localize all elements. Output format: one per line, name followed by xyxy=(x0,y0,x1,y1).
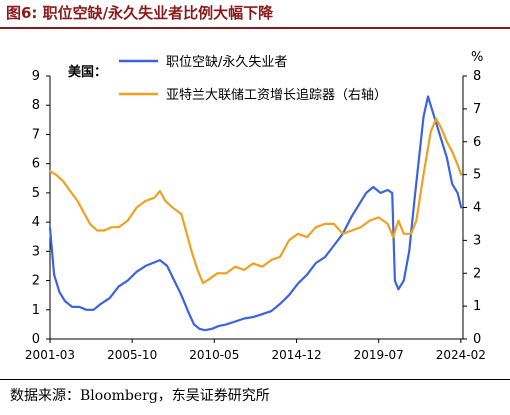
x-tick-label: 2024-02 xyxy=(436,348,486,362)
page-title: 图6: 职位空缺/永久失业者比例大幅下降 xyxy=(6,4,274,22)
left-tick-label: 2 xyxy=(32,274,40,289)
left-tick-label: 9 xyxy=(32,69,40,84)
right-tick-label: 1 xyxy=(473,299,481,314)
series-line-wage-tracker xyxy=(48,117,463,285)
left-tick-label: 6 xyxy=(32,157,40,172)
legend-label: 亚特兰大联储工资增长追踪器（右轴） xyxy=(166,87,387,103)
x-tick-label: 2005-10 xyxy=(107,348,157,362)
x-tick-label: 2010-05 xyxy=(189,348,239,362)
region-label: 美国： xyxy=(68,64,107,80)
x-tick-label: 2019-07 xyxy=(354,348,404,362)
right-tick-label: 3 xyxy=(473,233,481,248)
right-tick-label: 5 xyxy=(473,168,481,183)
legend-label: 职位空缺/永久失业者 xyxy=(166,55,287,70)
source-divider xyxy=(0,379,510,380)
title-divider xyxy=(0,27,510,29)
series-line-vacancy-ratio xyxy=(48,95,463,332)
right-tick-label: 8 xyxy=(473,69,481,84)
line-chart: 0 1 2 3 4 5 6 7 8 9 0 1 2 3 4 5 6 7 8% 2001-03 2005-10 2010-0… xyxy=(25,50,486,362)
right-tick-label: 2 xyxy=(473,266,481,281)
x-tick-label: 2001-03 xyxy=(25,348,75,362)
right-tick-label: 4 xyxy=(473,201,481,216)
left-tick-label: 5 xyxy=(32,186,40,201)
left-tick-label: 8 xyxy=(32,98,40,113)
right-tick-label: 7 xyxy=(473,102,481,117)
source-note: 数据来源：Bloomberg，东吴证券研究所 xyxy=(10,388,270,404)
left-tick-label: 4 xyxy=(32,215,40,230)
right-axis-unit: % xyxy=(471,50,483,65)
right-tick-label: 0 xyxy=(473,332,481,347)
series-lines xyxy=(48,95,463,332)
x-tick-label: 2014-12 xyxy=(272,348,322,362)
left-tick-label: 3 xyxy=(32,244,40,259)
right-tick-label: 6 xyxy=(473,135,481,150)
left-tick-label: 1 xyxy=(32,303,40,318)
tick-labels: 0 1 2 3 4 5 6 7 8 9 0 1 2 3 4 5 6 7 8% 2001-03 2005-10 2010-0… xyxy=(25,50,486,362)
left-tick-label: 0 xyxy=(32,332,40,347)
left-tick-label: 7 xyxy=(32,127,40,142)
axes-frame xyxy=(46,75,467,343)
